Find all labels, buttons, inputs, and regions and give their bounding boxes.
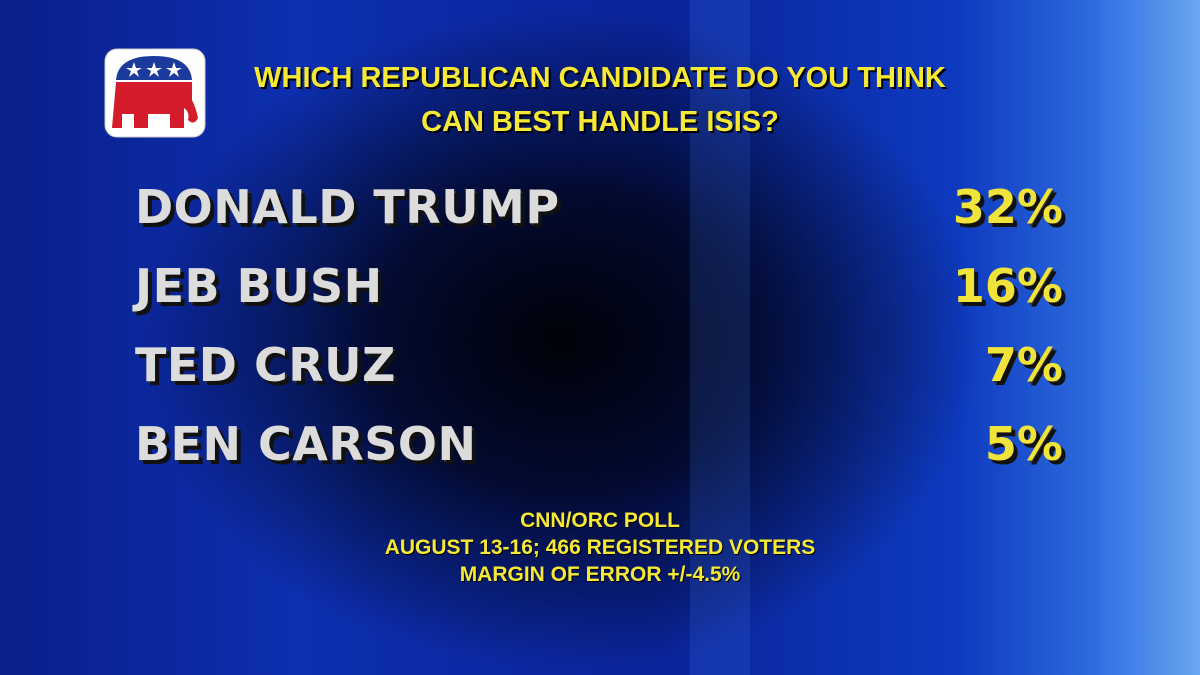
candidate-name: DONALD TRUMP (135, 180, 560, 234)
candidate-percent: 16% (952, 259, 1063, 313)
title-line: CAN BEST HANDLE ISIS? (421, 106, 779, 138)
candidate-percent: 32% (952, 180, 1063, 234)
source-line: MARGIN OF ERROR +/-4.5% (459, 563, 741, 586)
candidate-percent: 5% (984, 417, 1063, 471)
gop-logo (104, 48, 206, 138)
candidate-name: BEN CARSON (135, 417, 477, 471)
title-line: WHICH REPUBLICAN CANDIDATE DO YOU THINK (254, 62, 946, 94)
candidate-name: JEB BUSH (135, 259, 383, 313)
source-line: AUGUST 13-16; 466 REGISTERED VOTERS (384, 536, 816, 559)
background-panel (1100, 0, 1140, 675)
candidate-name: TED CRUZ (135, 338, 396, 392)
candidate-percent: 7% (984, 338, 1063, 392)
source-line: CNN/ORC POLL (520, 509, 680, 532)
background-panel (690, 0, 750, 675)
